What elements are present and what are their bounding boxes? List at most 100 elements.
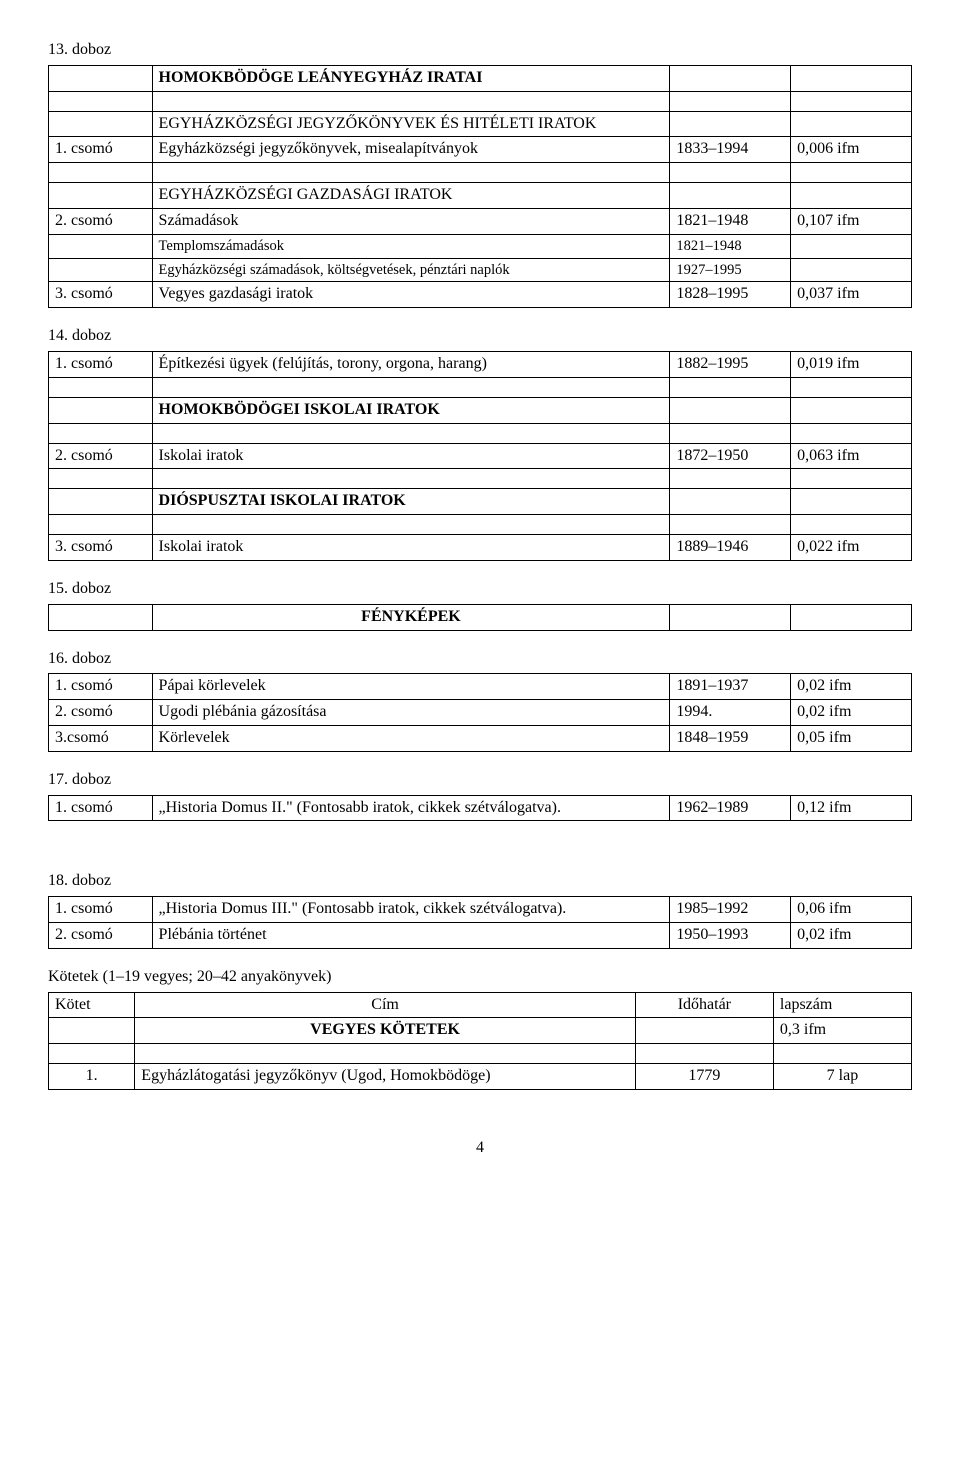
table-row: 1. csomó„Historia Domus III." (Fontosabb… [49, 897, 912, 923]
cell-dates: 1848–1959 [670, 726, 791, 752]
table-row: HOMOKBÖDÖGE LEÁNYEGYHÁZ IRATAI [49, 65, 912, 91]
volumes-ifm: 0,3 ifm [773, 1018, 911, 1044]
cell-ref: 1. csomó [49, 352, 153, 378]
section-subheading: EGYHÁZKÖZSÉGI GAZDASÁGI IRATOK [152, 183, 670, 209]
cell-voltitle: Egyházlátogatási jegyzőkönyv (Ugod, Homo… [135, 1064, 636, 1090]
header-lapszam: lapszám [773, 992, 911, 1018]
box17-label: 17. doboz [48, 770, 912, 791]
volumes-intro: Kötetek (1–19 vegyes; 20–42 anyakönyvek) [48, 967, 912, 988]
box16-label: 16. doboz [48, 649, 912, 670]
cell-dates: 1882–1995 [670, 352, 791, 378]
cell-title: Plébánia történet [152, 923, 670, 949]
cell-dates: 1821–1948 [670, 234, 791, 258]
section-heading: DIÓSPUSZTAI ISKOLAI IRATOK [152, 489, 670, 515]
box14-table: 1. csomóÉpítkezési ügyek (felújítás, tor… [48, 351, 912, 561]
box13-label: 13. doboz [48, 40, 912, 61]
table-row [49, 469, 912, 489]
cell-extent: 0,12 ifm [791, 795, 912, 821]
table-row: 1. csomó„Historia Domus II." (Fontosabb … [49, 795, 912, 821]
table-row [49, 377, 912, 397]
cell-title: Ugodi plébánia gázosítása [152, 700, 670, 726]
table-row: Templomszámadások1821–1948 [49, 234, 912, 258]
box17-table: 1. csomó„Historia Domus II." (Fontosabb … [48, 795, 912, 822]
cell-title: Pápai körlevelek [152, 674, 670, 700]
cell-extent: 0,019 ifm [791, 352, 912, 378]
cell-extent: 0,02 ifm [791, 700, 912, 726]
cell-dates: 1889–1946 [670, 535, 791, 561]
cell-title: Számadások [152, 208, 670, 234]
cell-title: Egyházközségi jegyzőkönyvek, misealapítv… [152, 137, 670, 163]
box13-table: HOMOKBÖDÖGE LEÁNYEGYHÁZ IRATAI EGYHÁZKÖZ… [48, 65, 912, 308]
cell-dates: 1985–1992 [670, 897, 791, 923]
cell-extent: 0,006 ifm [791, 137, 912, 163]
box15-label: 15. doboz [48, 579, 912, 600]
header-cim: Cím [135, 992, 636, 1018]
section-heading: FÉNYKÉPEK [152, 604, 670, 630]
header-kotet: Kötet [49, 992, 135, 1018]
table-row: 2. csomóIskolai iratok1872–19500,063 ifm [49, 443, 912, 469]
table-row [49, 515, 912, 535]
page-number: 4 [48, 1138, 912, 1159]
cell-extent: 0,107 ifm [791, 208, 912, 234]
box14-label: 14. doboz [48, 326, 912, 347]
cell-extent: 0,063 ifm [791, 443, 912, 469]
box18-label: 18. doboz [48, 871, 912, 892]
table-row [49, 91, 912, 111]
cell-extent: 0,037 ifm [791, 282, 912, 308]
vertical-gap [48, 839, 912, 871]
header-idohatar: Időhatár [635, 992, 773, 1018]
cell-voldates: 1779 [635, 1064, 773, 1090]
cell-ref: 1. csomó [49, 897, 153, 923]
cell-ref: 3. csomó [49, 282, 153, 308]
cell-volnum: 1. [49, 1064, 135, 1090]
table-row [49, 423, 912, 443]
cell-extent: 0,02 ifm [791, 674, 912, 700]
cell-subtitle: Egyházközségi számadások, költségvetések… [152, 258, 670, 282]
cell-ref: 3.csomó [49, 726, 153, 752]
cell-extent: 0,05 ifm [791, 726, 912, 752]
cell-ref: 1. csomó [49, 137, 153, 163]
cell-title: Körlevelek [152, 726, 670, 752]
cell-title: Iskolai iratok [152, 443, 670, 469]
table-row: 3.csomóKörlevelek1848–19590,05 ifm [49, 726, 912, 752]
table-row [49, 1044, 912, 1064]
cell-dates: 1962–1989 [670, 795, 791, 821]
cell-dates: 1891–1937 [670, 674, 791, 700]
table-row: VEGYES KÖTETEK 0,3 ifm [49, 1018, 912, 1044]
section-heading: HOMOKBÖDÖGEI ISKOLAI IRATOK [152, 397, 670, 423]
section-subheading: EGYHÁZKÖZSÉGI JEGYZŐKÖNYVEK ÉS HITÉLETI … [152, 111, 670, 137]
cell-title: Iskolai iratok [152, 535, 670, 561]
cell-extent: 0,06 ifm [791, 897, 912, 923]
table-row: DIÓSPUSZTAI ISKOLAI IRATOK [49, 489, 912, 515]
table-row: HOMOKBÖDÖGEI ISKOLAI IRATOK [49, 397, 912, 423]
cell-ref: 2. csomó [49, 700, 153, 726]
volumes-heading: VEGYES KÖTETEK [135, 1018, 636, 1044]
cell-title: „Historia Domus II." (Fontosabb iratok, … [152, 795, 670, 821]
cell-dates: 1828–1995 [670, 282, 791, 308]
table-row: FÉNYKÉPEK [49, 604, 912, 630]
table-row [49, 163, 912, 183]
cell-subtitle: Templomszámadások [152, 234, 670, 258]
table-row: Egyházközségi számadások, költségvetések… [49, 258, 912, 282]
cell-ref: 1. csomó [49, 795, 153, 821]
table-row: 2. csomóSzámadások1821–19480,107 ifm [49, 208, 912, 234]
table-row: 3. csomóVegyes gazdasági iratok1828–1995… [49, 282, 912, 308]
cell-dates: 1821–1948 [670, 208, 791, 234]
cell-ref: 3. csomó [49, 535, 153, 561]
cell-volpages: 7 lap [773, 1064, 911, 1090]
cell-ref: 1. csomó [49, 674, 153, 700]
cell-extent: 0,022 ifm [791, 535, 912, 561]
table-row: 1.Egyházlátogatási jegyzőkönyv (Ugod, Ho… [49, 1064, 912, 1090]
cell-dates: 1872–1950 [670, 443, 791, 469]
cell-ref: 2. csomó [49, 923, 153, 949]
table-row: 3. csomóIskolai iratok1889–19460,022 ifm [49, 535, 912, 561]
box15-table: FÉNYKÉPEK [48, 604, 912, 631]
table-header-row: Kötet Cím Időhatár lapszám [49, 992, 912, 1018]
table-row: EGYHÁZKÖZSÉGI GAZDASÁGI IRATOK [49, 183, 912, 209]
table-row: 2. csomóUgodi plébánia gázosítása1994.0,… [49, 700, 912, 726]
cell-title: „Historia Domus III." (Fontosabb iratok,… [152, 897, 670, 923]
cell-dates: 1950–1993 [670, 923, 791, 949]
cell-dates: 1833–1994 [670, 137, 791, 163]
section-heading: HOMOKBÖDÖGE LEÁNYEGYHÁZ IRATAI [152, 65, 670, 91]
cell-dates: 1927–1995 [670, 258, 791, 282]
